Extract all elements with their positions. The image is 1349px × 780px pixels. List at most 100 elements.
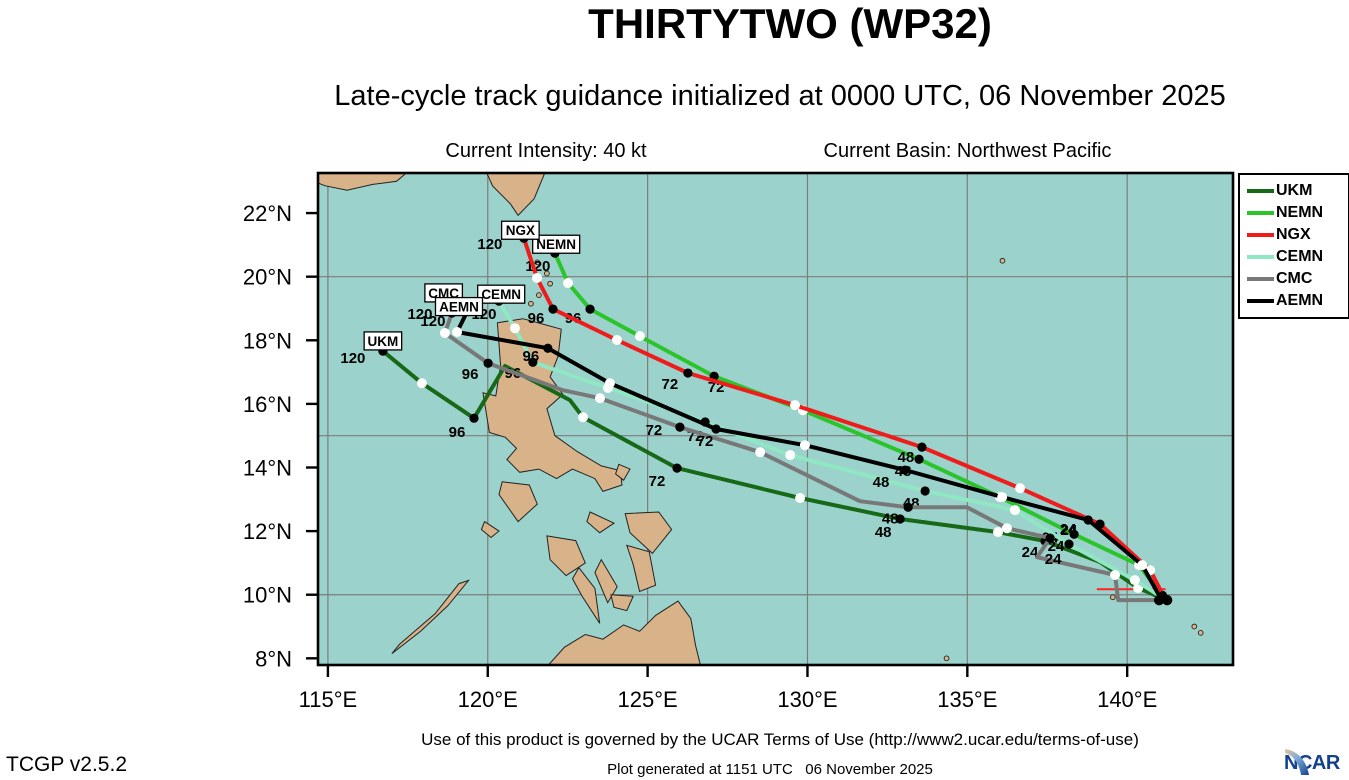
hour-label: 48 [898, 449, 915, 466]
model-name-box-AEMN [434, 296, 484, 317]
plot-generated-label: Plot generated at 1151 UTC 06 November 2… [607, 761, 933, 778]
land-mindanao [547, 600, 701, 665]
y-tick-label: 20°N [243, 265, 292, 290]
forecast-hour-dot [634, 331, 645, 342]
land-samar [624, 511, 673, 555]
map-content: 120 96 72 48 24 120 96 72 48 24 120 96 72 48 24 120 96 72… [318, 173, 1233, 665]
current-intensity-label: Current Intensity: 40 kt [445, 140, 647, 162]
forecast-hour-dot [594, 393, 605, 404]
land-masbate [586, 511, 616, 534]
forecast-hour-dot [1137, 560, 1148, 571]
islet-dot [1197, 630, 1204, 636]
y-tick-label: 10°N [243, 583, 292, 608]
x-tick-label: 115°E [299, 687, 358, 712]
model-name-box-NGX [500, 220, 540, 240]
forecast-hour-dot [509, 323, 520, 334]
forecast-hour-dot [585, 304, 595, 314]
hour-label: 48 [875, 524, 892, 541]
legend-label: CEMN [1276, 248, 1324, 265]
hour-label: 24 [1048, 538, 1065, 555]
y-tick-label: 16°N [243, 392, 292, 417]
hour-label: 96 [462, 366, 479, 383]
forecast-hour-dot [439, 327, 450, 338]
legend-line-sample [1247, 189, 1274, 193]
map-frame [316, 171, 1235, 667]
forecast-hour-dot [755, 447, 766, 458]
forecast-hour-dot [785, 450, 796, 461]
forecast-hour-dot [895, 514, 905, 524]
hour-label: 120 [525, 258, 550, 275]
hour-label: 24 [1022, 544, 1039, 561]
forecast-hour-dot [531, 272, 542, 283]
forecast-hour-dot [543, 343, 553, 353]
track-line-CMC [442, 310, 1161, 603]
current-basin-label: Current Basin: Northwest Pacific [823, 140, 1112, 162]
model-name-box-UKM [363, 331, 403, 351]
hour-label: 120 [420, 313, 445, 330]
islet-dot [999, 257, 1006, 264]
legend-item-NGX: NGX [1247, 224, 1346, 246]
ncar-logo: NCAR [1284, 748, 1349, 778]
forecast-hour-dot [528, 357, 538, 367]
forecast-hour-dot [604, 378, 615, 389]
islet-dot [1109, 594, 1116, 601]
current-position-dot [1158, 591, 1167, 600]
tcgp-version-label: TCGP v2.5.2 [6, 753, 127, 776]
land-cebu [594, 558, 618, 604]
legend-item-CEMN: CEMN [1247, 246, 1346, 268]
islet-dot [528, 300, 534, 307]
islet-dot [536, 292, 542, 298]
x-tick-label: 140°E [1097, 687, 1157, 712]
model-name-label: NEMN [536, 237, 576, 252]
forecast-hour-dot [993, 527, 1004, 538]
legend-label: CMC [1276, 270, 1313, 287]
hour-label: 72 [662, 376, 679, 393]
forecast-hour-dot [416, 378, 427, 389]
forecast-hour-dot [1001, 523, 1012, 534]
page-title: THIRTYTWO (WP32) [588, 0, 992, 47]
legend-label: NGX [1276, 226, 1311, 243]
legend-item-NEMN: NEMN [1247, 202, 1346, 224]
forecast-hour-dot [917, 442, 927, 452]
y-tick-label: 12°N [243, 519, 292, 544]
forecast-hour-dot [997, 492, 1008, 503]
model-name-label: UKM [368, 334, 399, 349]
land-leyte [626, 544, 657, 593]
hour-label: 72 [697, 433, 714, 450]
hour-label: 96 [523, 348, 540, 365]
x-tick-label: 120°E [458, 687, 518, 712]
forecast-hour-dot [1083, 515, 1093, 525]
hour-label: 24 [1061, 522, 1078, 539]
track-line-UKM [380, 349, 1163, 600]
islet-dot [1191, 623, 1198, 630]
ncar-swoosh-icon [1285, 749, 1309, 775]
islet-dot [534, 259, 541, 266]
forecast-hour-dot [903, 502, 913, 512]
track-group-CMC: 120 96 72 48 24 [407, 306, 1161, 603]
model-name-box-CEMN [477, 284, 526, 304]
y-tick-label: 22°N [243, 201, 292, 226]
terms-of-use-text: Use of this product is governed by the U… [421, 730, 1139, 749]
forecast-hour-dot [578, 412, 589, 423]
forecast-hour-dot [683, 368, 693, 378]
land-panay [546, 535, 586, 577]
legend-item-CMC: CMC [1247, 268, 1346, 290]
land-busuanga [480, 520, 500, 539]
track-group-UKM: 120 96 72 48 24 [340, 346, 1163, 600]
legend-item-AEMN: AEMN [1247, 290, 1346, 312]
model-name-label: NGX [506, 223, 535, 238]
land-catanduanes [615, 463, 631, 481]
forecast-hour-dot [452, 327, 463, 338]
land-taiwan [486, 173, 546, 217]
hour-label: 72 [649, 473, 666, 490]
land-mindoro [498, 481, 538, 523]
forecast-hour-dot [1129, 575, 1140, 586]
hour-label: 48 [873, 474, 890, 491]
forecast-hour-dot [711, 424, 721, 434]
forecast-hour-dot [611, 334, 622, 345]
legend-label: AEMN [1276, 292, 1324, 309]
y-tick-label: 8°N [255, 646, 292, 671]
forecast-hour-dot [563, 278, 574, 289]
land-luzon [482, 318, 623, 492]
hour-label: 120 [407, 306, 432, 323]
